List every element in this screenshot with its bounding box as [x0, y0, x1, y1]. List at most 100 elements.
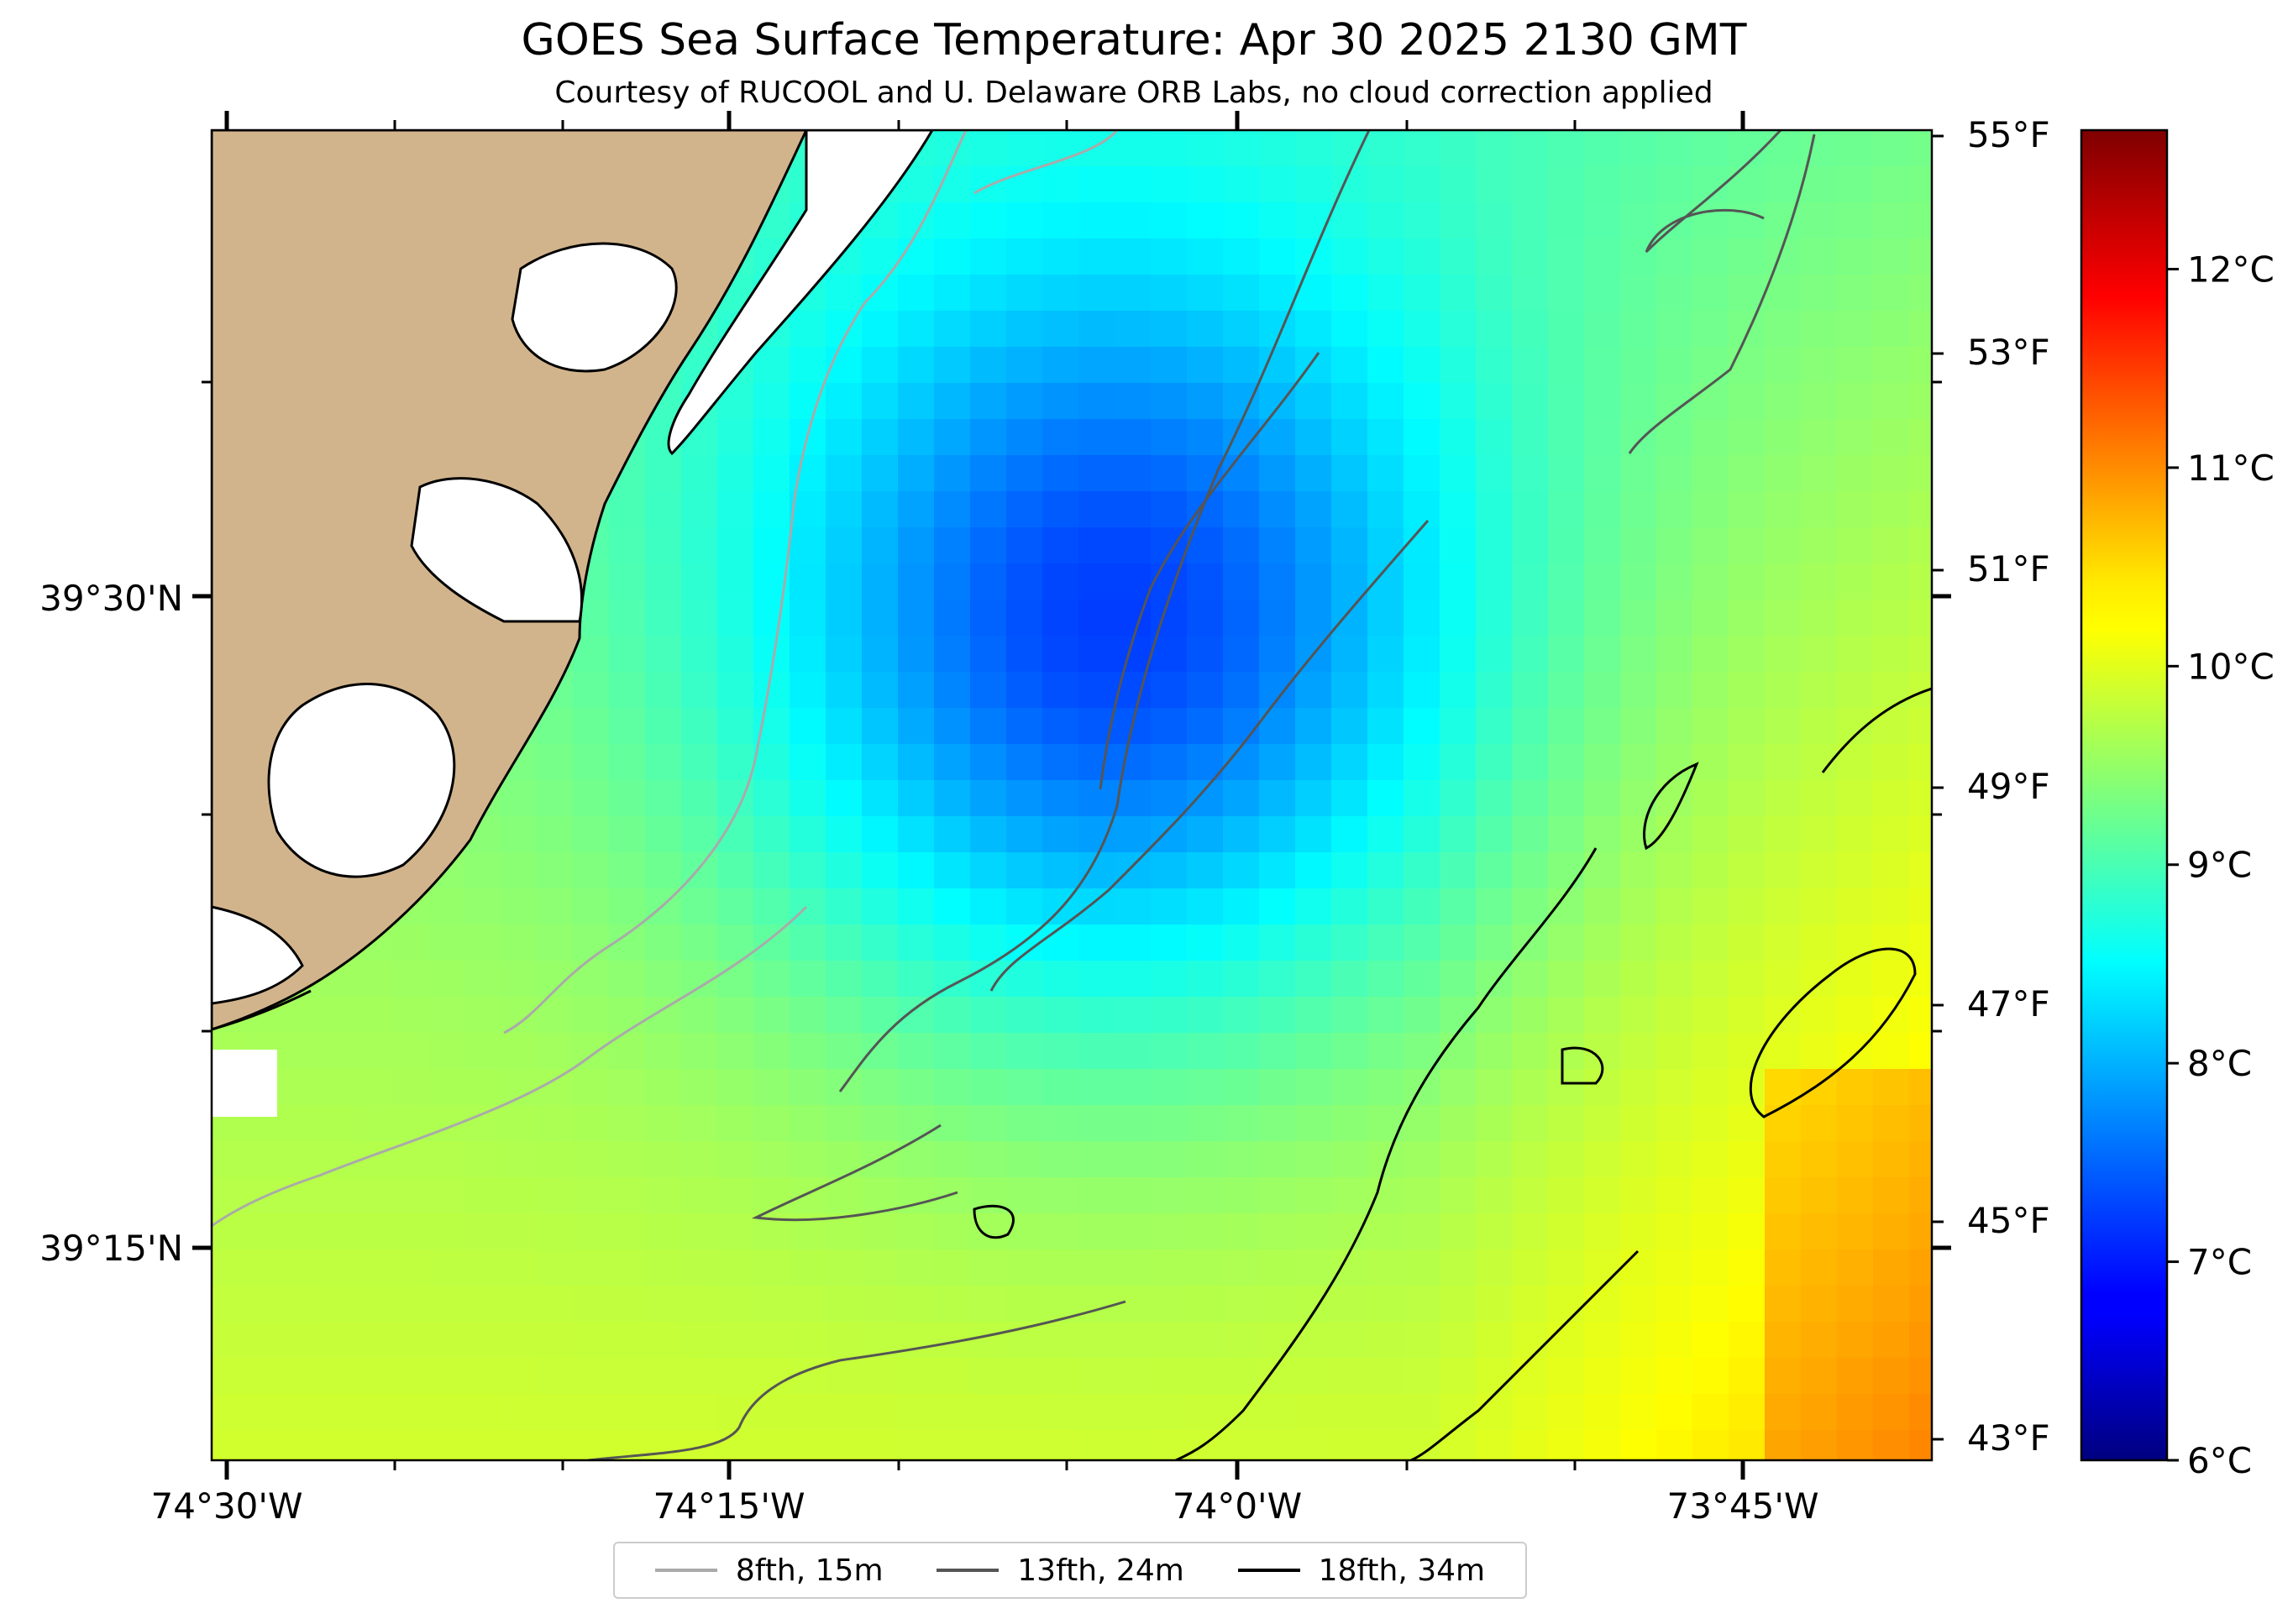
sst-cell	[1548, 166, 1585, 203]
sst-cell	[1909, 419, 1932, 456]
sst-cell	[1873, 780, 1910, 817]
sst-cell	[1223, 961, 1260, 998]
sst-cell	[1729, 563, 1766, 600]
sst-cell	[1476, 816, 1513, 853]
sst-cell	[681, 491, 718, 528]
sst-cell	[1512, 275, 1549, 312]
sst-cell	[1078, 997, 1115, 1034]
legend-line-24m	[937, 1569, 1000, 1572]
sst-cell	[1873, 708, 1910, 745]
sst-cell	[1837, 1394, 1874, 1431]
sst-cell	[212, 1358, 249, 1395]
sst-cell	[1620, 744, 1657, 781]
sst-cell	[970, 491, 1007, 528]
sst-cell	[1331, 202, 1368, 239]
sst-cell	[1801, 1322, 1838, 1359]
sst-cell	[1476, 600, 1513, 637]
sst-cell	[681, 997, 718, 1034]
sst-cell	[1223, 491, 1260, 528]
sst-cell	[1440, 1069, 1477, 1106]
sst-cell	[609, 1249, 646, 1286]
sst-cell	[1692, 347, 1729, 384]
sst-cell	[428, 1286, 465, 1323]
sst-cell	[537, 852, 574, 889]
sst-cell	[1042, 708, 1079, 745]
sst-cell	[1765, 1177, 1802, 1214]
sst-cell	[1909, 311, 1932, 348]
sst-cell	[1765, 383, 1802, 420]
sst-cell	[1295, 130, 1332, 167]
sst-cell	[753, 852, 790, 889]
sst-cell	[1259, 997, 1296, 1034]
sst-cell	[1115, 455, 1152, 492]
sst-cell	[1295, 563, 1332, 600]
sst-cell	[970, 1069, 1007, 1106]
sst-cell	[1837, 708, 1874, 745]
sst-cell	[681, 1177, 718, 1214]
sst-cell	[1656, 1141, 1693, 1178]
sst-cell	[717, 419, 754, 456]
sst-cell	[790, 744, 826, 781]
sst-cell	[1331, 1069, 1368, 1106]
sst-cell	[1837, 744, 1874, 781]
legend-line-34m	[1237, 1569, 1300, 1572]
sst-cell	[1548, 1177, 1585, 1214]
sst-cell	[1692, 455, 1729, 492]
sst-cell	[1367, 961, 1404, 998]
sst-cell	[1295, 816, 1332, 853]
sst-cell	[248, 1358, 285, 1395]
sst-cell	[1006, 997, 1043, 1034]
sst-cell	[1620, 166, 1657, 203]
sst-cell	[1006, 961, 1043, 998]
sst-cell	[1656, 491, 1693, 528]
sst-cell	[862, 347, 899, 384]
sst-cell	[609, 816, 646, 853]
sst-cell	[1801, 491, 1838, 528]
sst-cell	[1295, 275, 1332, 312]
sst-cell	[1620, 708, 1657, 745]
sst-cell	[645, 527, 682, 564]
sst-cell	[1512, 347, 1549, 384]
sst-cell	[1476, 383, 1513, 420]
sst-cell	[1367, 672, 1404, 709]
sst-cell	[284, 997, 321, 1034]
sst-cell	[1909, 1430, 1932, 1460]
sst-cell	[1223, 202, 1260, 239]
sst-cell	[1656, 708, 1693, 745]
sst-cell	[790, 1394, 826, 1431]
sst-cell	[862, 961, 899, 998]
sst-cell	[1765, 419, 1802, 456]
sst-cell	[753, 383, 790, 420]
sst-cell	[1512, 563, 1549, 600]
sst-cell	[573, 997, 610, 1034]
sst-cell	[826, 1249, 863, 1286]
sst-cell	[1295, 852, 1332, 889]
sst-cell	[753, 997, 790, 1034]
sst-cell	[1006, 455, 1043, 492]
sst-cell	[1656, 311, 1693, 348]
sst-cell	[1259, 925, 1296, 961]
sst-cell	[1078, 1394, 1115, 1431]
sst-cell	[1873, 961, 1910, 998]
sst-cell	[1440, 1141, 1477, 1178]
sst-cell	[1729, 1358, 1766, 1395]
sst-cell	[573, 1105, 610, 1142]
sst-cell	[392, 1033, 429, 1070]
sst-cell	[1729, 491, 1766, 528]
sst-cell	[717, 1286, 754, 1323]
fahrenheit-tick-label: 47°F	[1967, 983, 2050, 1024]
sst-cell	[1548, 852, 1585, 889]
sst-cell	[1873, 202, 1910, 239]
sst-cell	[1873, 925, 1910, 961]
lat-tick-label: 39°30'N	[39, 578, 183, 619]
sst-cell	[1331, 997, 1368, 1034]
sst-cell	[826, 419, 863, 456]
sst-cell	[1512, 708, 1549, 745]
sst-cell	[1440, 852, 1477, 889]
sst-cell	[934, 816, 971, 853]
sst-cell	[790, 1430, 826, 1460]
sst-cell	[1151, 166, 1188, 203]
sst-cell	[1692, 383, 1729, 420]
sst-cell	[1873, 1394, 1910, 1431]
sst-cell	[1404, 997, 1440, 1034]
